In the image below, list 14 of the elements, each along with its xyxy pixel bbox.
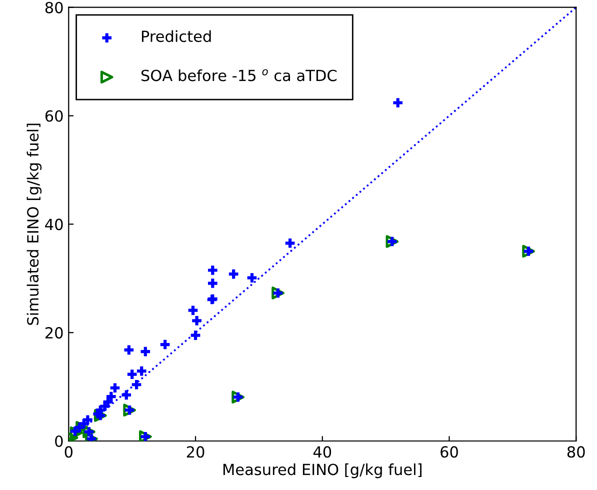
x-axis-title: Measured EINO [g/kg fuel] [223,463,422,478]
y-tick-label: 60 [45,110,63,122]
y-tick-label: 20 [45,327,63,339]
x-tick-label: 80 [567,446,585,458]
x-tick-label: 40 [313,446,332,458]
x-tick-label: 20 [186,446,204,458]
x-tick-label: 0 [64,446,72,458]
y-tick-label: 40 [45,218,63,230]
legend-label: SOA before -15 $^{o}$ ca aTDC [141,69,337,82]
y-tick-label: 80 [45,2,63,14]
legend-label: Predicted [142,30,211,42]
y-tick-label: 0 [55,435,63,448]
y-axis-title: Simulated EINO [g/kg fuel] [26,124,42,325]
x-tick-label: 60 [440,446,458,458]
